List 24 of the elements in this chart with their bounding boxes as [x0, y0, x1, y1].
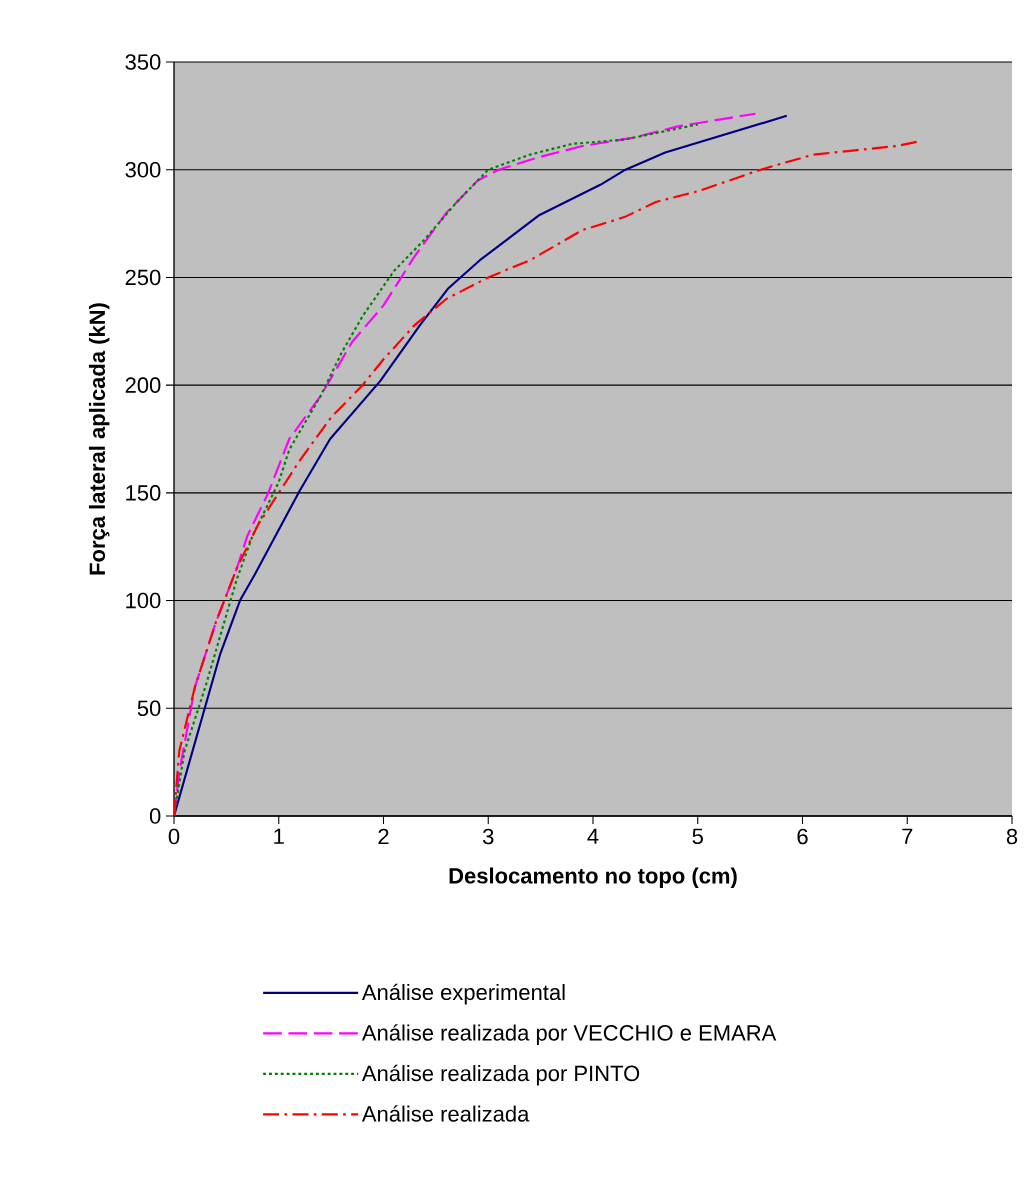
- line-series: [174, 140, 919, 816]
- legend-label: Análise experimental: [361, 983, 565, 1005]
- x-tick-label: 6: [797, 828, 808, 845]
- y-tick-label: 200: [125, 377, 161, 393]
- x-tick-label: 4: [587, 828, 599, 844]
- legend-label: Análise realizada: [361, 1105, 530, 1122]
- y-axis-title: Força lateral aplicada (kN): [88, 303, 110, 575]
- y-tick-label: 100: [126, 592, 161, 609]
- legend-label: Análise realizada por PINTO: [361, 1064, 640, 1086]
- x-tick-label: 0: [168, 828, 180, 845]
- y-tick-label: 350: [125, 54, 161, 70]
- x-tick-label: 3: [482, 828, 494, 845]
- legend-label: Análise realizada por VECCHIO e EMARA: [361, 1024, 777, 1045]
- x-tick-label: 8: [1006, 828, 1018, 845]
- y-tick-label: 50: [137, 700, 161, 717]
- y-tick-label: 0: [149, 808, 161, 824]
- x-tick-label: 2: [378, 828, 389, 845]
- y-tick-label: 300: [125, 161, 161, 178]
- x-tick-label: 5: [692, 828, 703, 845]
- y-tick-label: 150: [126, 485, 161, 501]
- x-tick-label: 1: [274, 828, 284, 844]
- y-tick-label: 250: [125, 269, 161, 286]
- x-axis-title: Deslocamento no topo (cm): [449, 867, 737, 888]
- x-tick-label: 7: [902, 828, 913, 844]
